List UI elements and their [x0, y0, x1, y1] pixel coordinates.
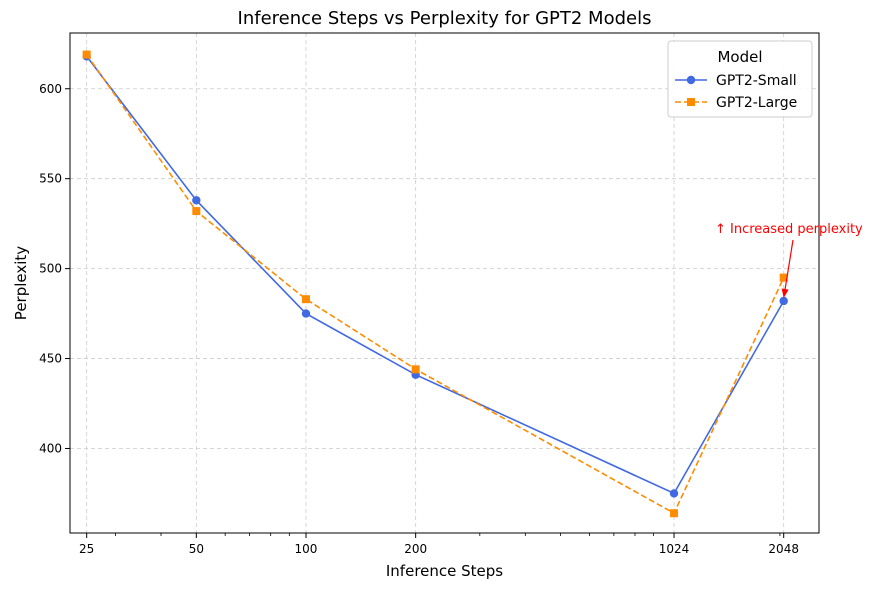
- series-line-gpt2-small: [86, 55, 785, 495]
- data-point-gpt2-small: [301, 309, 311, 318]
- legend-box: [667, 40, 813, 118]
- x-tick-label: 1024: [659, 542, 690, 556]
- legend-label-gpt2-small: GPT2-Small: [716, 73, 797, 89]
- data-point-gpt2-large: [192, 207, 201, 216]
- y-tick-label: 400: [39, 441, 62, 455]
- legend: Model GPT2-Small GPT2-Large: [667, 40, 813, 118]
- y-tick-label: 450: [39, 352, 62, 366]
- tick-layer: 25 50 100 200 1024 2048 400 450 500 550 600: [39, 82, 799, 556]
- annotation-arrow: [784, 239, 794, 292]
- chart-title: Inference Steps vs Perplexity for GPT2 M…: [238, 8, 652, 29]
- x-tick-label: 2048: [768, 542, 799, 556]
- annotation-layer: ↑ Increased perplexity: [715, 222, 863, 298]
- annotation-arrowhead: [781, 288, 789, 298]
- data-point-gpt2-small: [192, 196, 201, 205]
- y-axis-label: Perplexity: [12, 246, 30, 320]
- data-point-gpt2-small: [669, 489, 679, 498]
- legend-marker-gpt2-small: [686, 75, 696, 85]
- x-axis-label: Inference Steps: [386, 562, 503, 580]
- legend-title: Model: [717, 48, 762, 66]
- y-tick-label: 550: [39, 172, 62, 186]
- x-tick-label: 100: [295, 542, 318, 556]
- data-point-gpt2-large: [301, 295, 310, 304]
- data-point-gpt2-small: [779, 296, 788, 306]
- plot-area-frame: [69, 32, 820, 534]
- x-tick-label: 200: [404, 542, 427, 556]
- data-point-gpt2-large: [670, 509, 679, 518]
- series-line-gpt2-large: [86, 54, 785, 515]
- x-tick-label: 50: [189, 542, 204, 556]
- legend-label-gpt2-large: GPT2-Large: [716, 95, 797, 111]
- legend-marker-gpt2-large: [687, 98, 695, 106]
- data-point-gpt2-large: [411, 365, 420, 374]
- legend-items: GPT2-Small GPT2-Large: [675, 73, 797, 111]
- data-point-gpt2-large: [779, 273, 788, 282]
- annotation-text: ↑ Increased perplexity: [715, 222, 863, 237]
- y-tick-label: 600: [39, 82, 62, 96]
- y-tick-label: 500: [39, 262, 62, 276]
- data-point-gpt2-large: [82, 50, 91, 59]
- x-tick-label: 25: [79, 542, 94, 556]
- series-layer: [82, 50, 788, 518]
